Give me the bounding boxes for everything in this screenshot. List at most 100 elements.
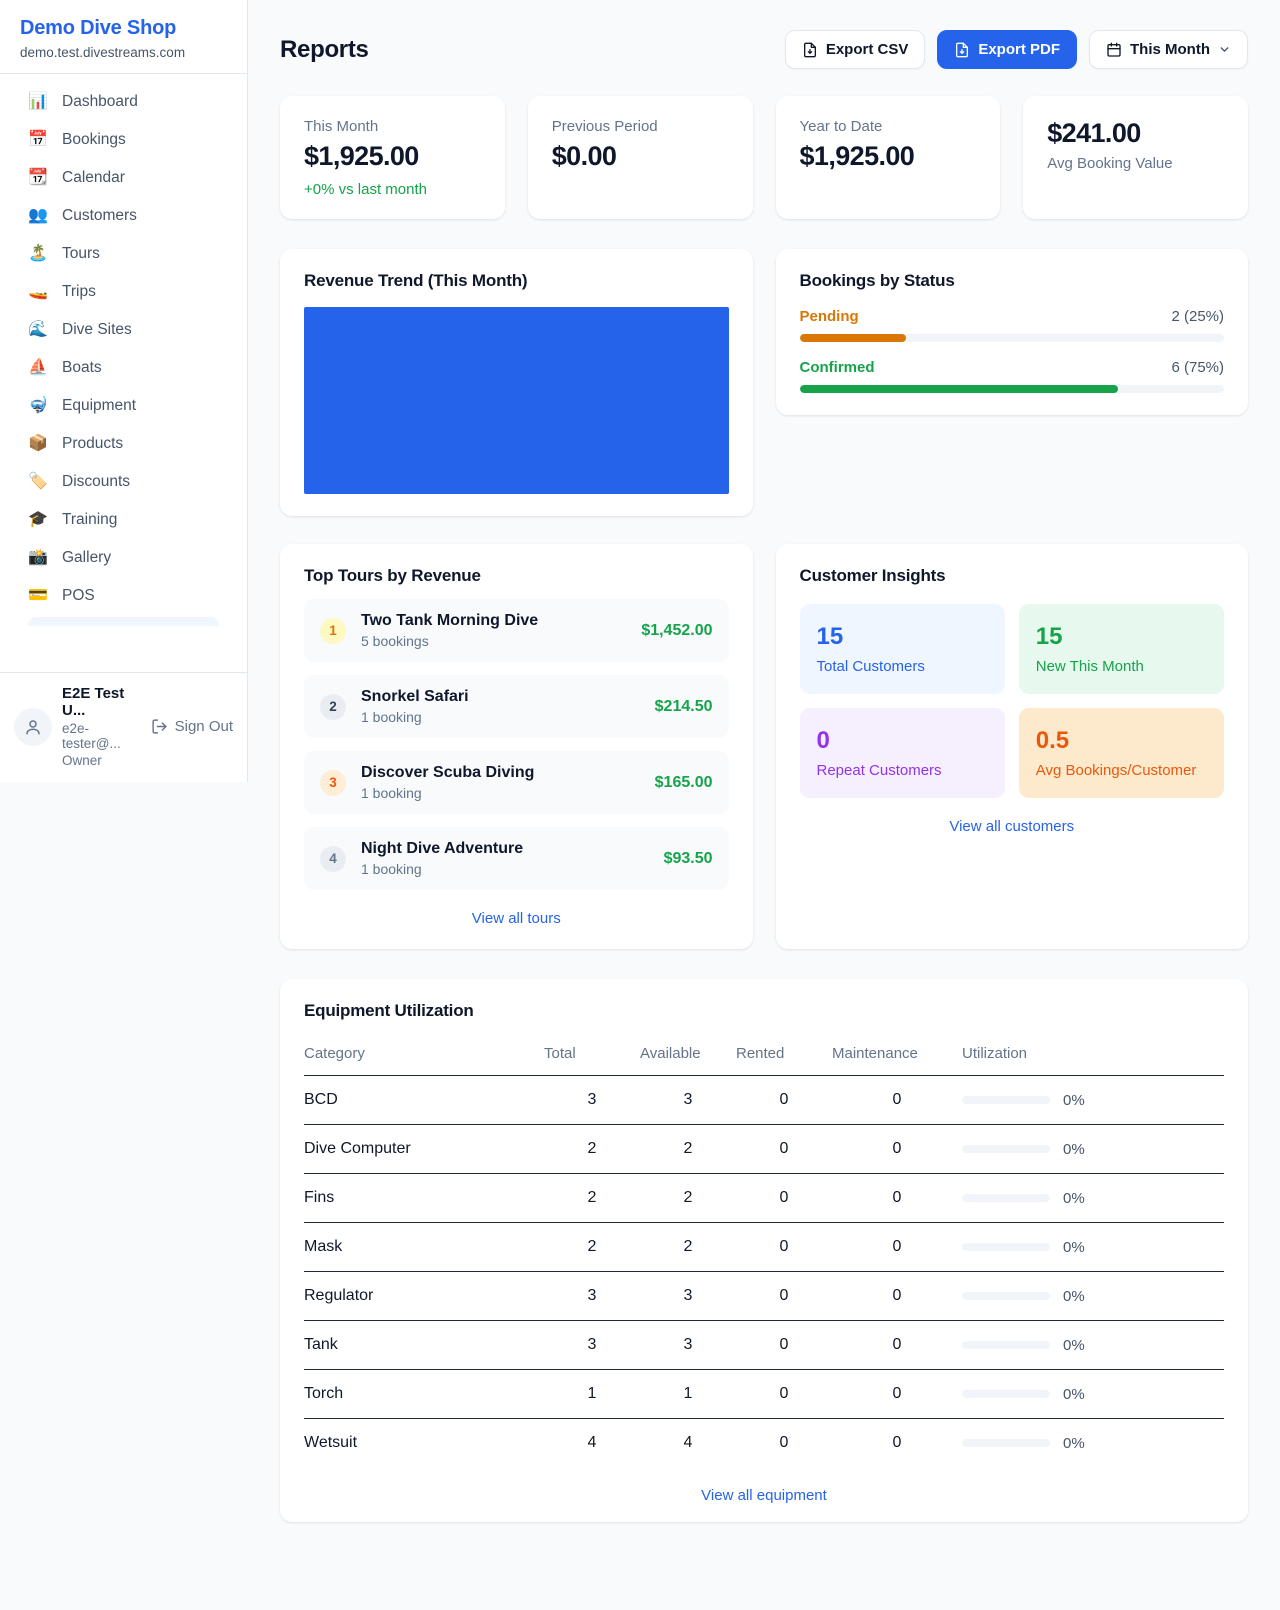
bookings-by-status-card: Bookings by Status Pending 2 (25%) Confi…	[775, 249, 1248, 415]
chevron-down-icon	[1220, 47, 1229, 52]
tour-row: 1 Two Tank Morning Dive 5 bookings $1,45…	[304, 599, 729, 662]
discounts-icon: 🏷️	[28, 473, 48, 490]
sidebar-item-label: Gallery	[62, 549, 112, 566]
status-progress-track	[799, 385, 1224, 393]
sidebar-item-dashboard[interactable]: 📊 Dashboard	[14, 83, 233, 121]
user-email: e2e-tester@...	[62, 721, 121, 751]
dive-sites-icon: 🌊	[28, 321, 48, 338]
table-row: Mask 2 2 0 0 0%	[304, 1222, 1224, 1272]
sidebar-item-label: Bookings	[62, 131, 126, 148]
utilization-bar	[962, 1341, 1050, 1349]
utilization-percent: 0%	[1063, 1434, 1085, 1452]
sidebar-item-products[interactable]: 📦 Products	[14, 425, 233, 463]
sidebar-item-label: Trips	[62, 283, 96, 300]
export-csv-button[interactable]: Export CSV	[784, 30, 926, 69]
sidebar-item-calendar[interactable]: 📆 Calendar	[14, 159, 233, 197]
tour-revenue: $214.50	[654, 697, 713, 715]
stat-value: $241.00	[1047, 118, 1141, 148]
cell-available: 2	[640, 1222, 736, 1272]
sidebar-item-equipment[interactable]: 🤿 Equipment	[14, 387, 233, 425]
utilization-bar	[962, 1292, 1050, 1300]
cell-category: Regulator	[304, 1271, 544, 1321]
status-label: Confirmed	[799, 359, 875, 376]
sidebar-item-boats[interactable]: ⛵ Boats	[14, 349, 233, 387]
utilization-percent: 0%	[1063, 1091, 1085, 1109]
cell-maintenance: 0	[832, 1369, 962, 1419]
period-dropdown[interactable]: This Month	[1089, 30, 1248, 69]
revenue-trend-chart	[304, 307, 729, 494]
charts-row: Revenue Trend (This Month) Bookings by S…	[280, 249, 1248, 516]
products-icon: 📦	[28, 435, 48, 452]
rank-badge: 3	[320, 769, 346, 796]
tile-label: Total Customers	[816, 658, 925, 675]
sidebar-item-training[interactable]: 🎓 Training	[14, 501, 233, 539]
sidebar-item-label: Training	[62, 511, 118, 528]
cell-maintenance: 0	[832, 1075, 962, 1125]
col-rented: Rented	[736, 1035, 832, 1076]
person-icon	[26, 719, 40, 734]
customer-insights-title: Customer Insights	[799, 566, 946, 585]
cell-category: Wetsuit	[304, 1434, 358, 1451]
utilization-bar	[962, 1194, 1050, 1202]
table-header-row: Category Total Available Rented Maintena…	[304, 1035, 1224, 1076]
sidebar-item-trips[interactable]: 🚤 Trips	[14, 273, 233, 311]
sidebar-item-discounts[interactable]: 🏷️ Discounts	[14, 463, 233, 501]
tour-row: 3 Discover Scuba Diving 1 booking $165.0…	[304, 751, 729, 814]
avatar	[14, 707, 52, 746]
sidebar-item-label: Calendar	[62, 169, 125, 186]
cell-total: 4	[587, 1434, 597, 1451]
bookings-by-status-title: Bookings by Status	[799, 271, 955, 290]
tile-value: 15	[1035, 623, 1063, 650]
stats-row: This Month $1,925.00 +0% vs last month P…	[280, 96, 1248, 219]
utilization-percent: 0%	[1063, 1189, 1085, 1207]
sidebar-item-pos[interactable]: 💳 POS	[14, 577, 233, 615]
cell-maintenance: 0	[832, 1271, 962, 1321]
tour-row: 4 Night Dive Adventure 1 booking $93.50	[304, 827, 729, 890]
stat-card-year-to-date: Year to Date $1,925.00	[775, 96, 1001, 219]
cell-maintenance: 0	[832, 1222, 962, 1272]
view-all-equipment-link[interactable]: View all equipment	[701, 1487, 827, 1504]
cell-maintenance: 0	[892, 1434, 902, 1451]
export-pdf-label: Export PDF	[978, 41, 1061, 58]
sidebar-item-label: Customers	[62, 207, 137, 224]
equipment-table: Category Total Available Rented Maintena…	[304, 1035, 1224, 1467]
stat-delta: +0% vs last month	[304, 181, 427, 198]
sidebar-item-tours[interactable]: 🏝️ Tours	[14, 235, 233, 273]
col-available: Available	[640, 1035, 736, 1076]
col-maintenance: Maintenance	[832, 1035, 962, 1076]
sidebar-item-label: Dashboard	[62, 93, 138, 110]
view-all-tours-link[interactable]: View all tours	[471, 910, 561, 927]
gallery-icon: 📸	[28, 549, 48, 566]
stat-card-previous-period: Previous Period $0.00	[527, 96, 753, 219]
revenue-trend-title: Revenue Trend (This Month)	[304, 271, 528, 290]
sidebar-item-dive-sites[interactable]: 🌊 Dive Sites	[14, 311, 233, 349]
sidebar-item-customers[interactable]: 👥 Customers	[14, 197, 233, 235]
cell-rented: 0	[736, 1320, 832, 1370]
export-pdf-button[interactable]: Export PDF	[937, 30, 1078, 69]
sidebar-item-label: Products	[62, 435, 124, 452]
sidebar-user-panel: E2E Test U... e2e-tester@... Owner Sign …	[0, 672, 247, 782]
cell-total: 2	[544, 1124, 640, 1174]
equipment-utilization-title: Equipment Utilization	[304, 1001, 474, 1020]
page-title: Reports	[280, 35, 369, 63]
cell-available: 3	[640, 1320, 736, 1370]
cell-total: 2	[544, 1173, 640, 1223]
sidebar-item-gallery[interactable]: 📸 Gallery	[14, 539, 233, 577]
tile-repeat-customers: 0 Repeat Customers	[799, 708, 1005, 798]
calendar-icon: 📆	[28, 169, 48, 186]
stat-card-avg-booking-value: $241.00 Avg Booking Value	[1023, 96, 1248, 219]
cell-rented: 0	[736, 1369, 832, 1419]
sidebar-nav: 📊 Dashboard 📅 Bookings 📆 Calendar 👥 Cust…	[0, 74, 247, 626]
stat-label: Year to Date	[799, 118, 883, 135]
user-info: E2E Test U... e2e-tester@... Owner	[62, 685, 141, 768]
view-all-customers-link[interactable]: View all customers	[949, 818, 1075, 835]
tours-icon: 🏝️	[28, 245, 48, 262]
user-name: E2E Test U...	[62, 685, 125, 719]
cell-available: 2	[640, 1173, 736, 1223]
col-category: Category	[304, 1035, 544, 1076]
sidebar-item-active-partial[interactable]	[28, 617, 219, 626]
sidebar-item-bookings[interactable]: 📅 Bookings	[14, 121, 233, 159]
sign-out-button[interactable]: Sign Out	[151, 718, 233, 735]
shop-domain: demo.test.divestreams.com	[20, 45, 186, 60]
main-content: Reports Export CSV Export PDF This Month…	[248, 0, 1280, 1522]
